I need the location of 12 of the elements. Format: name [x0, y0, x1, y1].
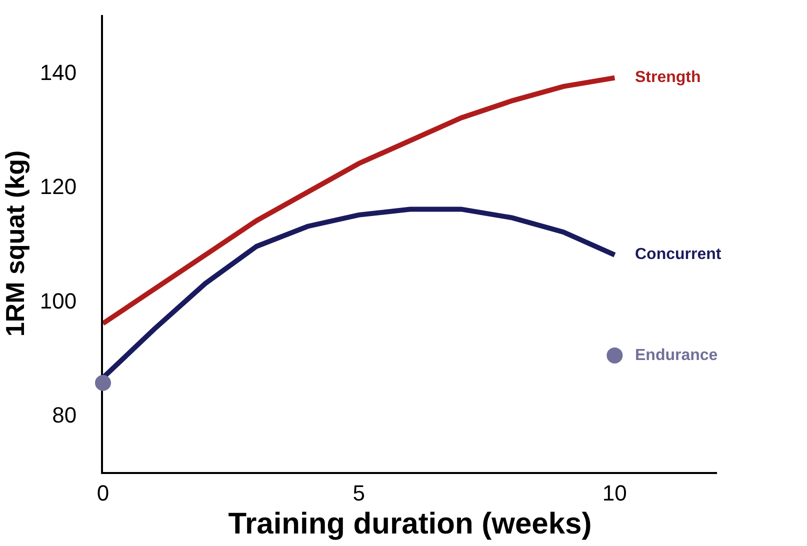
series-label: Concurrent	[635, 246, 722, 263]
y-tick-label: 80	[52, 402, 77, 428]
y-tick-label: 100	[40, 288, 77, 314]
series-label: Strength	[635, 69, 701, 86]
y-tick-label: 120	[40, 174, 77, 200]
x-tick-label: 0	[96, 480, 110, 506]
series-label: Endurance	[635, 347, 718, 364]
y-axis-title: 1RM squat (kg)	[0, 150, 30, 337]
x-axis-title: Training duration (weeks)	[228, 507, 592, 540]
x-tick-label: 10	[602, 480, 627, 506]
y-tick-label: 140	[40, 60, 77, 85]
x-tick-label: 5	[352, 480, 365, 506]
